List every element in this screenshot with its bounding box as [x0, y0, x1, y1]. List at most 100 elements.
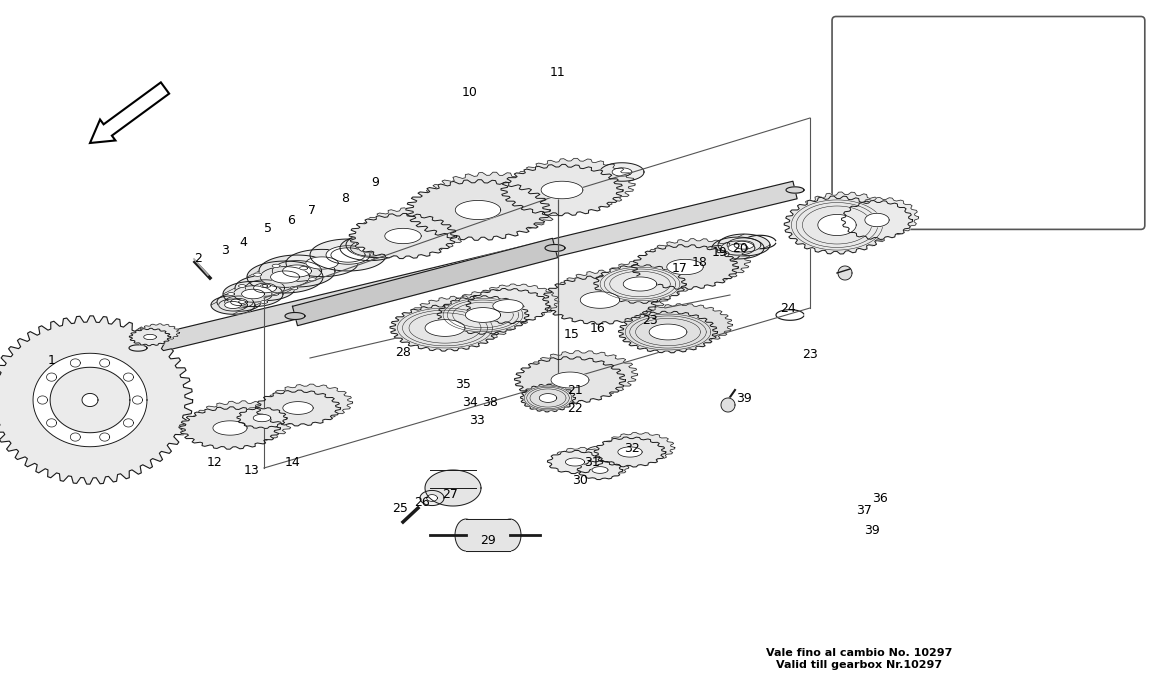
Polygon shape — [610, 271, 670, 296]
Polygon shape — [420, 490, 444, 505]
Polygon shape — [235, 275, 296, 301]
Polygon shape — [231, 298, 247, 305]
Polygon shape — [268, 384, 353, 420]
Polygon shape — [217, 293, 261, 311]
Polygon shape — [838, 266, 852, 280]
Text: 22: 22 — [567, 402, 583, 415]
Text: 18: 18 — [692, 255, 708, 268]
Polygon shape — [224, 296, 253, 308]
Polygon shape — [407, 202, 565, 240]
Polygon shape — [791, 200, 882, 250]
Polygon shape — [818, 214, 857, 236]
Polygon shape — [361, 208, 469, 253]
Polygon shape — [391, 319, 518, 351]
Polygon shape — [259, 255, 335, 287]
Polygon shape — [285, 313, 305, 320]
Polygon shape — [261, 285, 268, 288]
Polygon shape — [475, 284, 559, 319]
Text: 33: 33 — [469, 413, 485, 426]
Polygon shape — [530, 389, 566, 407]
Text: 1: 1 — [48, 354, 56, 367]
Polygon shape — [453, 303, 513, 328]
Polygon shape — [455, 200, 500, 219]
Polygon shape — [138, 324, 179, 342]
Polygon shape — [437, 296, 529, 334]
Text: 36: 36 — [872, 492, 888, 505]
Polygon shape — [619, 311, 718, 352]
Polygon shape — [612, 168, 631, 176]
Polygon shape — [402, 310, 488, 346]
Polygon shape — [600, 163, 644, 181]
Polygon shape — [547, 450, 603, 473]
Polygon shape — [426, 470, 481, 506]
Ellipse shape — [499, 519, 521, 551]
Polygon shape — [270, 271, 299, 283]
Polygon shape — [603, 260, 696, 299]
Polygon shape — [566, 458, 584, 466]
Polygon shape — [515, 374, 637, 403]
Polygon shape — [233, 285, 273, 302]
Polygon shape — [38, 396, 47, 404]
Text: 39: 39 — [864, 523, 880, 537]
Polygon shape — [390, 305, 500, 351]
Polygon shape — [636, 318, 700, 346]
Text: 28: 28 — [396, 346, 411, 359]
Polygon shape — [644, 238, 750, 283]
Polygon shape — [527, 351, 637, 398]
Polygon shape — [577, 460, 623, 479]
Ellipse shape — [455, 519, 477, 551]
Polygon shape — [604, 269, 676, 299]
Polygon shape — [255, 390, 340, 426]
Polygon shape — [421, 172, 565, 233]
Polygon shape — [426, 320, 465, 337]
Text: 38: 38 — [482, 397, 498, 410]
Text: 3: 3 — [221, 244, 229, 257]
Polygon shape — [136, 181, 797, 357]
Polygon shape — [600, 267, 680, 301]
Polygon shape — [586, 446, 614, 458]
Polygon shape — [554, 270, 669, 318]
Polygon shape — [132, 396, 143, 404]
Polygon shape — [33, 353, 147, 447]
Polygon shape — [581, 292, 620, 308]
Text: 24: 24 — [780, 301, 796, 314]
Polygon shape — [649, 324, 687, 340]
Text: 15: 15 — [564, 329, 580, 342]
Text: 35: 35 — [455, 378, 472, 391]
Polygon shape — [237, 408, 288, 428]
Polygon shape — [356, 237, 396, 253]
Polygon shape — [792, 192, 898, 250]
Polygon shape — [551, 372, 589, 388]
Polygon shape — [130, 333, 179, 346]
Text: 23: 23 — [642, 313, 658, 326]
Polygon shape — [213, 421, 247, 435]
Polygon shape — [711, 250, 729, 257]
Polygon shape — [100, 359, 109, 367]
Text: 5: 5 — [264, 221, 273, 234]
Polygon shape — [253, 415, 270, 421]
Polygon shape — [256, 402, 353, 426]
Polygon shape — [618, 447, 642, 457]
Polygon shape — [785, 187, 804, 193]
Text: 20: 20 — [733, 242, 748, 255]
Text: 9: 9 — [371, 176, 380, 189]
Polygon shape — [70, 433, 80, 441]
Polygon shape — [667, 260, 704, 275]
Polygon shape — [427, 494, 437, 501]
Polygon shape — [290, 286, 298, 290]
Polygon shape — [283, 265, 312, 277]
Polygon shape — [632, 261, 750, 290]
Text: 32: 32 — [624, 441, 639, 454]
Polygon shape — [271, 292, 278, 296]
Polygon shape — [620, 324, 733, 352]
Polygon shape — [550, 459, 608, 473]
Text: 19: 19 — [712, 245, 728, 258]
Text: 37: 37 — [856, 503, 872, 516]
Polygon shape — [181, 422, 292, 449]
Polygon shape — [466, 307, 500, 322]
Polygon shape — [310, 239, 386, 271]
Polygon shape — [718, 234, 771, 256]
Polygon shape — [630, 316, 706, 348]
Polygon shape — [734, 241, 754, 249]
Text: 10: 10 — [462, 85, 478, 98]
